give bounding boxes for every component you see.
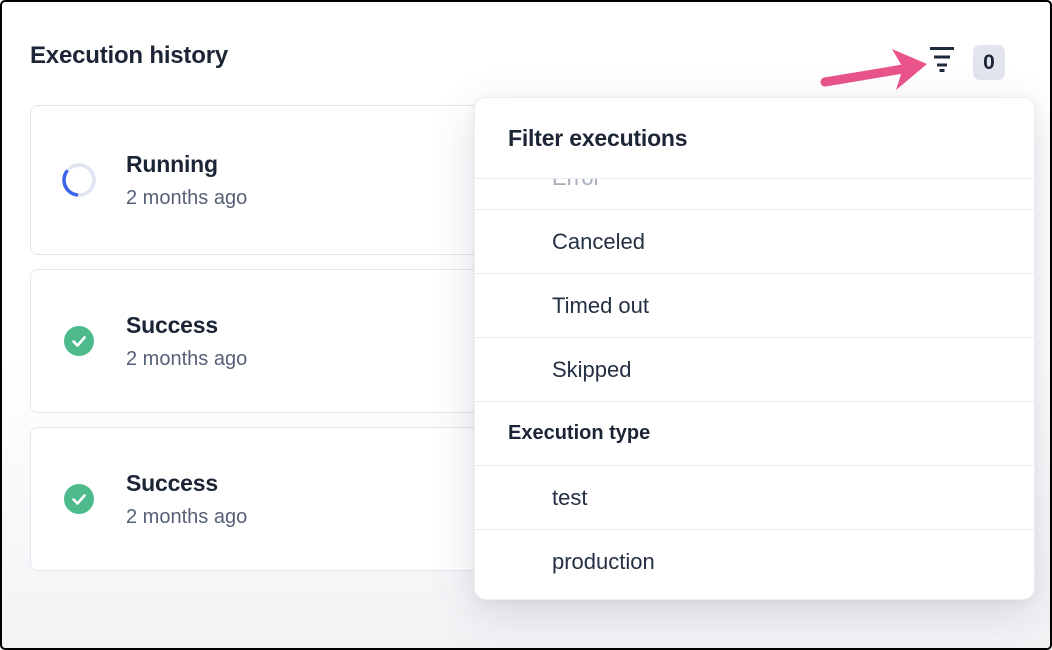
filter-option-test[interactable]: test <box>475 466 1034 530</box>
execution-time: 2 months ago <box>126 505 248 528</box>
page-title: Execution history <box>30 42 228 69</box>
filter-option-error[interactable]: Error <box>475 179 1034 210</box>
execution-time: 2 months ago <box>126 186 248 209</box>
execution-time: 2 months ago <box>126 347 248 370</box>
execution-status: Success <box>126 469 218 496</box>
filter-option-production[interactable]: production <box>475 530 1034 594</box>
filter-popover-title: Filter executions <box>475 98 1034 179</box>
pink-arrow-annotation <box>820 49 927 90</box>
filter-option-skipped[interactable]: Skipped <box>475 338 1034 402</box>
filter-funnel-icon <box>928 44 956 77</box>
check-circle-icon <box>61 326 97 356</box>
filter-option-canceled[interactable]: Canceled <box>475 210 1034 274</box>
filter-button[interactable] <box>922 42 962 78</box>
spinner-icon <box>61 162 97 198</box>
filter-options-list: Error Canceled Timed out Skipped Executi… <box>475 179 1034 599</box>
filter-section-execution-type: Execution type <box>475 402 1034 466</box>
filter-popover: Filter executions Error Canceled Timed o… <box>474 97 1035 600</box>
filter-count-badge: 0 <box>973 45 1005 80</box>
execution-status: Running <box>126 150 218 177</box>
filter-option-timed-out[interactable]: Timed out <box>475 274 1034 338</box>
execution-status: Success <box>126 311 218 338</box>
check-circle-icon <box>61 484 97 514</box>
